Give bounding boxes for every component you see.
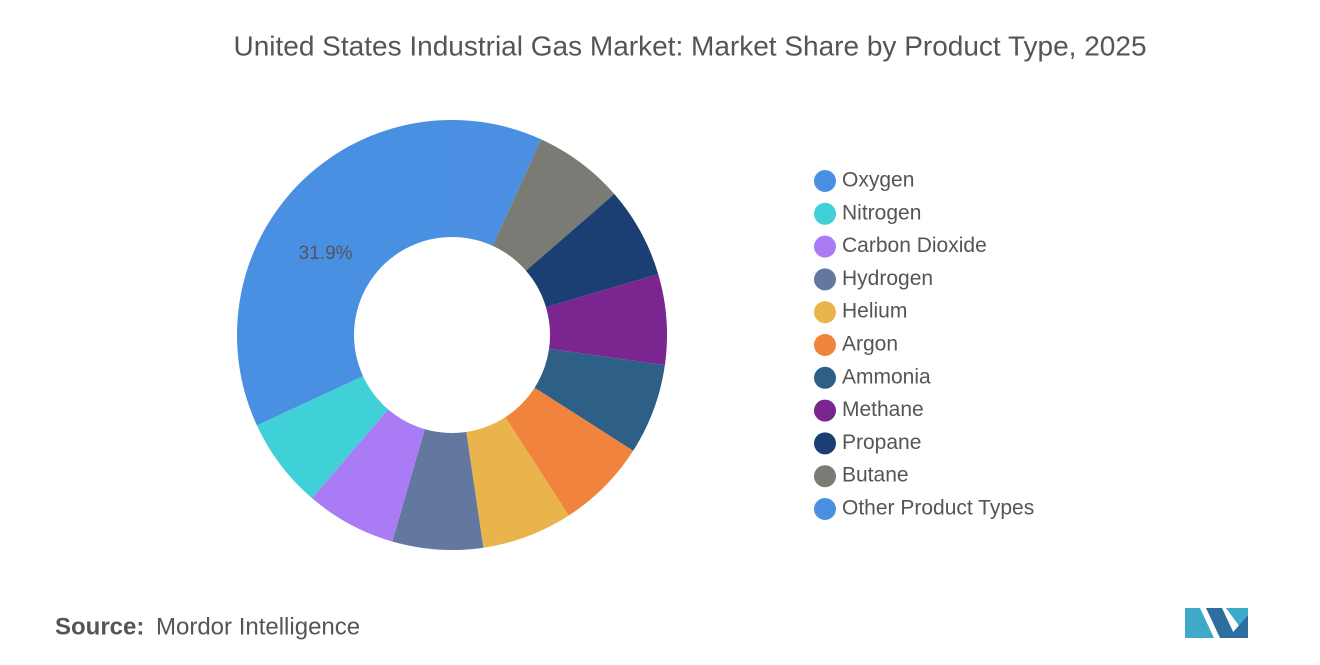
- legend-label: Methane: [842, 398, 924, 421]
- legend-label: Oxygen: [842, 169, 914, 192]
- slice: [392, 429, 484, 550]
- slice: [311, 409, 425, 542]
- legend-label: Other Product Types: [842, 497, 1034, 520]
- slice: [452, 120, 542, 246]
- legend-label: Helium: [842, 300, 907, 323]
- chart-title: United States Industrial Gas Market: Mar…: [233, 30, 1146, 61]
- legend-marker: [814, 366, 836, 389]
- legend-label: Ammonia: [842, 365, 931, 388]
- legend-marker: [814, 334, 836, 356]
- slice: [466, 417, 569, 548]
- legend-marker: [814, 465, 836, 488]
- legend-label: Propane: [842, 431, 921, 454]
- slice: [236, 120, 452, 426]
- legend-label: Nitrogen: [842, 201, 921, 224]
- data-label: 31.9%: [299, 243, 353, 264]
- slice: [545, 274, 667, 366]
- source-label: Source:: [55, 613, 144, 640]
- legend-marker: [814, 202, 836, 225]
- legend-label: Hydrogen: [842, 267, 933, 290]
- legend-label: Argon: [842, 333, 898, 356]
- legend-marker: [814, 399, 836, 422]
- slice: [525, 194, 659, 308]
- slice: [256, 376, 389, 499]
- legend-label: Butane: [842, 464, 909, 487]
- legend-marker: [814, 170, 836, 192]
- legend-label: Carbon Dioxide: [842, 234, 987, 257]
- legend-marker: [814, 498, 836, 520]
- legend-marker: [814, 432, 836, 455]
- legend-marker: [814, 301, 836, 324]
- logo: [1185, 608, 1248, 638]
- slice: [534, 348, 665, 451]
- legend-marker: [814, 268, 836, 291]
- legend-marker: [814, 235, 836, 258]
- slice: [492, 139, 615, 271]
- source: Mordor Intelligence: [156, 613, 360, 640]
- slice: [505, 387, 634, 516]
